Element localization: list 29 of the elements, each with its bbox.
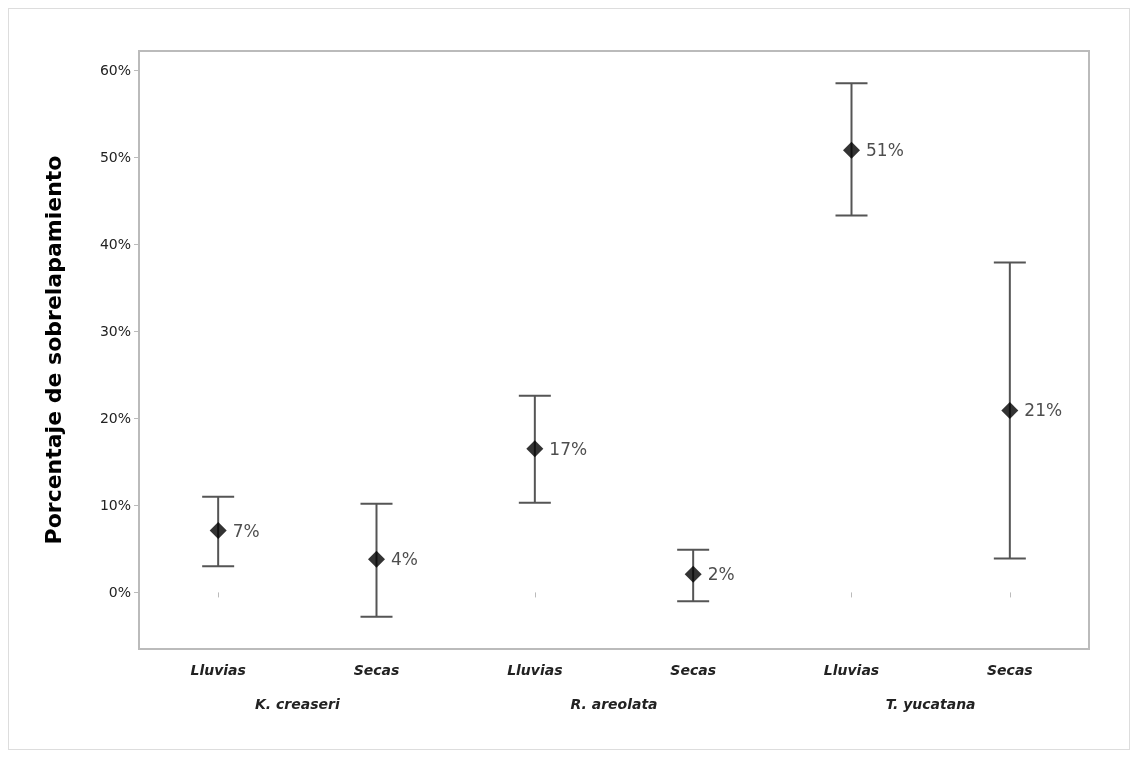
y-tick-label: 50%	[99, 149, 131, 166]
x-tick-label: Secas	[670, 662, 716, 678]
y-tick-label: 20%	[99, 410, 131, 427]
x-tick-label: Lluvias	[190, 662, 246, 678]
x-tick-label: Lluvias	[507, 662, 563, 678]
data-label: 17%	[549, 438, 588, 459]
y-axis-title: Porcentaje de sobrelapamiento	[40, 155, 66, 545]
x-tick-label: Secas	[353, 662, 400, 678]
y-tick-label: 0%	[108, 584, 131, 601]
point	[1001, 402, 1019, 419]
y-tick-label: 10%	[99, 497, 131, 514]
point	[684, 565, 702, 583]
y-tick-label: 40%	[99, 236, 131, 253]
y-tick-label: 30%	[99, 323, 131, 340]
point	[526, 440, 544, 458]
text: T. yucatana	[885, 696, 976, 712]
text: R. areolata	[570, 696, 658, 712]
text: K. creaseri	[254, 696, 340, 712]
data-label: 7%	[232, 520, 260, 541]
x-tick-label: Lluvias	[823, 662, 880, 678]
data-label: 2%	[707, 564, 735, 585]
x-tick-label: Secas	[987, 662, 1033, 678]
y-tick-label: 60%	[99, 62, 131, 79]
data-label: 51%	[866, 140, 904, 161]
point	[843, 141, 860, 159]
data-label: 21%	[1024, 400, 1063, 421]
point	[209, 522, 227, 540]
point	[368, 550, 385, 568]
data-label: 4%	[391, 549, 418, 570]
